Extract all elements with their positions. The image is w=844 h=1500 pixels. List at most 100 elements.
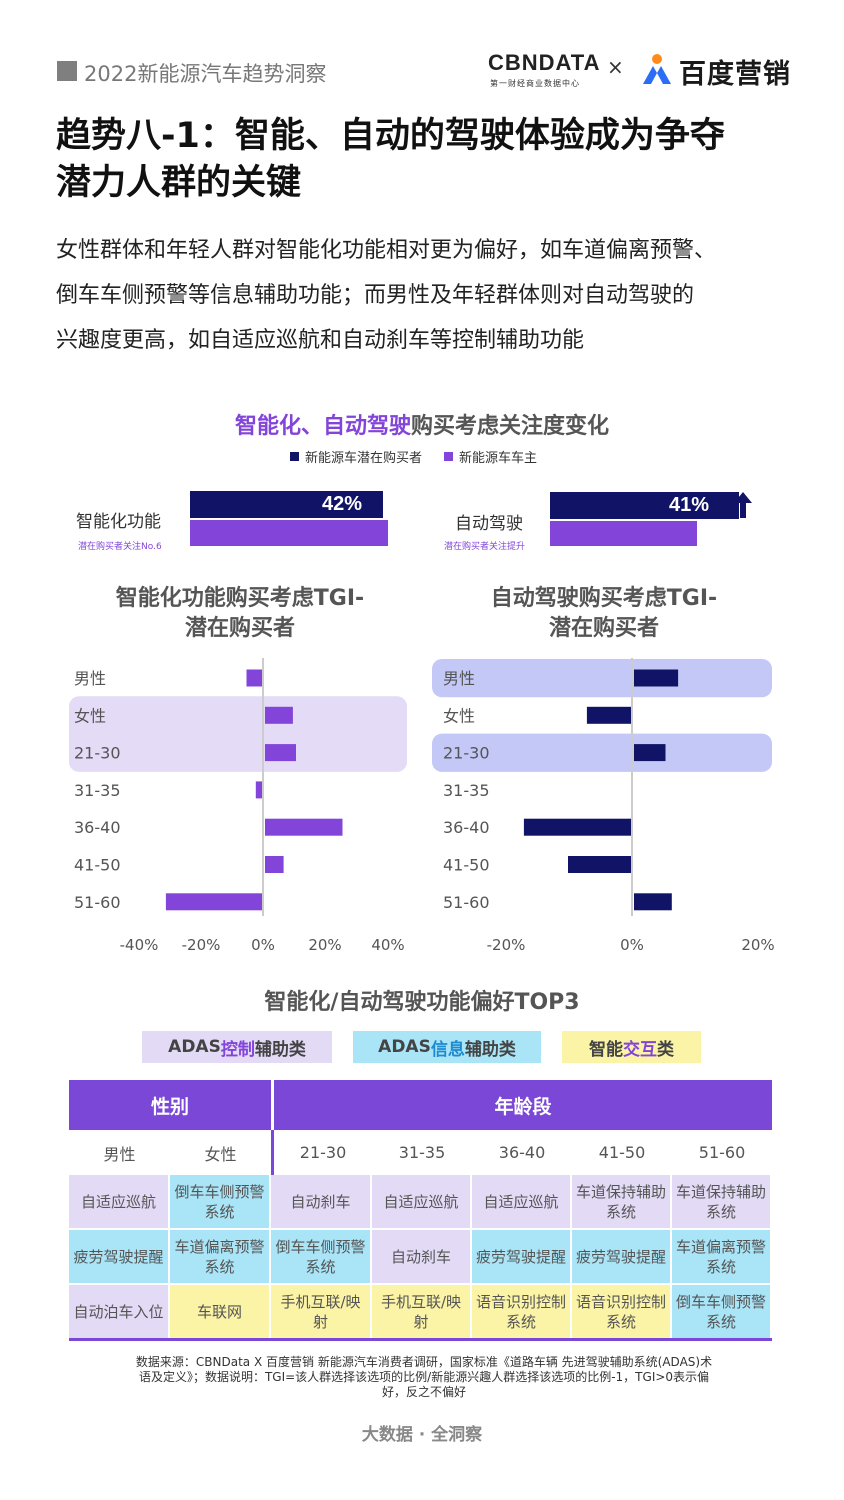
tgi-smart-bar [165,893,262,911]
preference-title: 智能化/自动驾驶功能偏好TOP3 [264,990,580,1015]
tgi-auto-category-label: 女性 [443,706,475,725]
attention-chart-legend: 新能源车潜在购买者 新能源车车主 [290,447,537,466]
legend-label-potential: 新能源车潜在购买者 [305,451,423,466]
bar-smart-owner [190,520,388,546]
table-cell: 语音识别控制系统 [472,1285,573,1340]
bar-auto-owner [550,521,698,546]
tgi-smart-tick-label: 0% [251,936,275,954]
tgi-smart-category-label: 36-40 [74,818,121,837]
tgi-smart-tick-label: -40% [120,936,159,954]
tgi-smart-bar [265,856,284,873]
tgi-auto-bar [523,818,631,836]
tgi-auto-category-label: 男性 [443,669,475,688]
tgi-auto-title: 自动驾驶购买考虑TGI- 潜在购买者 [444,584,764,644]
tag-adas-info-pre: ADAS [378,1037,431,1057]
attention-chart-title-highlight: 智能化、自动驾驶 [234,414,411,439]
column-header: 36-40 [472,1130,573,1175]
table-cell: 倒车车侧预警系统 [271,1230,373,1285]
tgi-auto-category-label: 51-60 [443,893,490,912]
table-cell: 手机互联/映射 [271,1285,373,1340]
column-header: 21-30 [271,1130,373,1175]
tgi-smart-bar [265,744,296,762]
cbndata-logo: CBNDATA [488,50,601,75]
tag-adas-info-mid: 信息 [430,1039,465,1060]
column-header: 男性 [69,1130,170,1175]
tgi-auto-bar [568,856,631,873]
tgi-smart-bar [246,669,262,687]
table-cell: 疲劳驾驶提醒 [472,1230,573,1285]
intro-line-3: 兴趣度更高，如自适应巡航和自动刹车等控制辅助功能 [56,328,585,353]
header-gender: 性别 [69,1080,272,1130]
category-label-autonomous: 自动驾驶 [455,514,523,534]
tgi-smart-category-label: 41-50 [74,856,121,875]
table-cell: 自动泊车入位 [69,1285,170,1340]
data-label-autonomous: 41% [669,494,710,516]
tgi-smart-bar [255,781,262,799]
tgi-auto-category-label: 31-35 [443,781,490,800]
tgi-smart-title: 智能化功能购买考虑TGI- 潜在购买者 [80,584,400,644]
tgi-auto-title-line-1: 自动驾驶购买考虑TGI- [490,586,718,611]
table-cell: 自动刹车 [271,1175,373,1230]
report-title: 2022新能源汽车趋势洞察 [84,62,327,86]
column-header: 女性 [170,1130,272,1175]
baidu-logo-icon [643,54,671,84]
annotation-autonomous: 潜在购买者关注提升 [444,542,526,552]
category-label-smart: 智能化功能 [76,512,161,532]
cbndata-logo-subtitle: 第一财经商业数据中心 [490,79,580,88]
table-cell: 自动刹车 [372,1230,473,1285]
legend-swatch-owner [444,452,454,461]
tgi-auto-bar [634,744,666,762]
tgi-auto-bar [586,706,631,724]
table-cell: 车道偏离预警系统 [170,1230,272,1285]
table-row: 自适应巡航 倒车车侧预警系统 自动刹车 自适应巡航 自适应巡航 车道保持辅助系统 车道保持辅… [69,1175,773,1230]
footnote-line-1: 数据来源：CBNData X 百度营销 新能源汽车消费者调研，国家标准《道路车辆… [135,1355,713,1369]
preference-table: 性别 年龄段 男性 女性 21-30 31-35 36-40 41-50 51-60 自适应巡… [69,1080,773,1340]
table-bottom-line [69,1338,772,1341]
legend-label-owner: 新能源车车主 [459,451,538,466]
tag-adas-control-mid: 控制 [220,1039,255,1060]
tgi-auto-category-label: 36-40 [443,818,490,837]
logo-separator: × [607,55,624,79]
page-title: 趋势八-1：智能、自动的驾驶体验成为争夺 潜力人群的关键 [56,113,816,207]
table-cell: 手机互联/映射 [372,1285,473,1340]
attention-chart-title: 智能化、自动驾驶购买考虑关注度变化 [0,408,844,440]
tgi-smart-category-label: 51-60 [74,893,121,912]
page-title-line-2: 潜力人群的关键 [56,163,302,203]
tgi-auto-tick-label: 0% [620,936,644,954]
footnote-line-2: 语及定义》；数据说明：TGI=该人群选择该选项的比例/新能源兴趣人群选择该选项的… [138,1370,710,1384]
tgi-auto-highlight-band-1 [432,733,772,772]
tgi-smart-category-label: 男性 [74,669,106,688]
tgi-smart-bar [265,706,293,724]
bar-auto-potential [550,492,739,519]
column-header: 41-50 [572,1130,673,1175]
tgi-smart-title-line-1: 智能化功能购买考虑TGI- [115,586,365,611]
tag-adas-control-pre: ADAS [168,1037,221,1057]
tgi-auto-tick-label: 20% [741,936,774,954]
table-cell: 语音识别控制系统 [572,1285,673,1340]
header-age: 年龄段 [271,1080,773,1130]
table-cell: 自适应巡航 [472,1175,573,1230]
table-cell: 疲劳驾驶提醒 [69,1230,170,1285]
legend-item-owner: 新能源车车主 [444,447,537,466]
table-row: 疲劳驾驶提醒 车道偏离预警系统 倒车车侧预警系统 自动刹车 疲劳驾驶提醒 疲劳驾驶提醒 车道… [69,1230,773,1285]
bar-smart-potential [190,491,384,518]
baidu-marketing-logo: 百度营销 [679,59,791,90]
table-cell: 自适应巡航 [69,1175,170,1230]
tgi-auto-tick-label: -20% [487,936,526,954]
tag-adas-control: ADAS 控制 辅助类 [142,1031,332,1063]
column-header: 31-35 [372,1130,473,1175]
intro-line-1: 女性群体和年轻人群对智能化功能相对更为偏好，如车道偏离预警、 [56,238,717,263]
tgi-smart-bar [265,818,343,836]
tgi-auto-title-line-2: 潜在购买者 [548,616,659,641]
attention-chart-title-rest: 购买考虑关注度变化 [411,414,610,439]
table-cell: 自适应巡航 [372,1175,473,1230]
table-cell: 倒车车侧预警系统 [672,1285,773,1340]
tgi-auto-category-label: 41-50 [443,856,490,875]
footer-slogan: 大数据 · 全洞察 [361,1425,483,1445]
tag-adas-control-post: 辅助类 [254,1039,306,1060]
tag-interaction-pre: 智能 [589,1039,623,1060]
tgi-smart-tick-label: -20% [182,936,221,954]
tgi-smart-tick-label: 20% [308,936,341,954]
tgi-auto-bar [634,669,679,687]
